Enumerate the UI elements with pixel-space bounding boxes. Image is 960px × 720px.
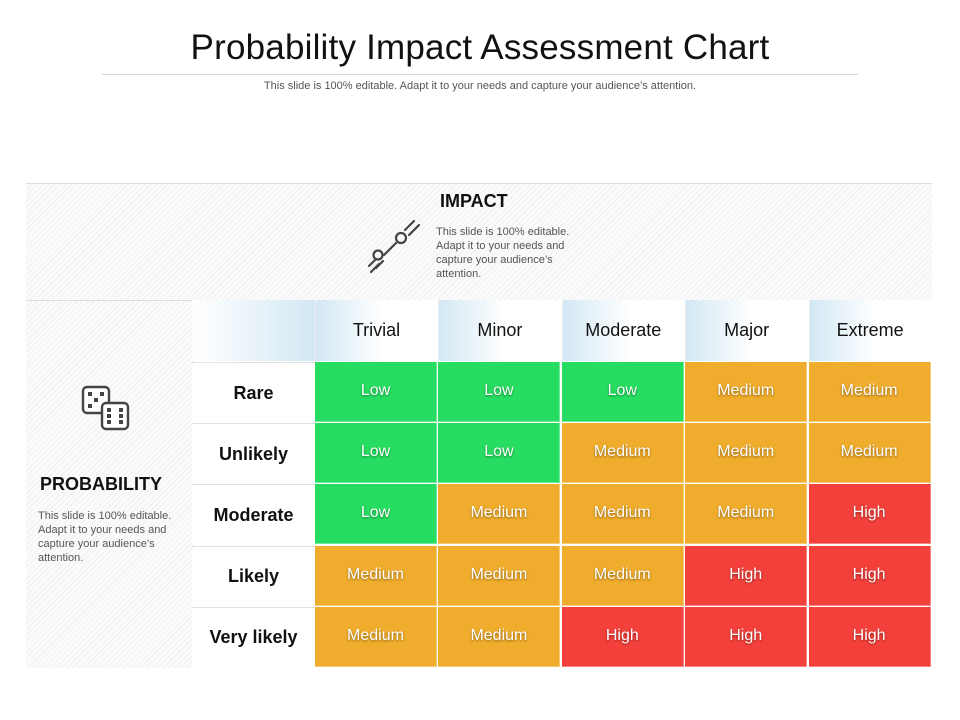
- meteor-icon: [367, 219, 421, 274]
- row-header: Moderate: [192, 484, 315, 546]
- probability-description: This slide is 100% editable. Adapt it to…: [38, 510, 172, 564]
- page-title: Probability Impact Assessment Chart: [190, 28, 770, 67]
- probability-label: PROBABILITY: [40, 474, 163, 494]
- impact-label: IMPACT: [440, 191, 508, 211]
- risk-cell: Medium: [438, 545, 561, 606]
- risk-cell: Medium: [438, 606, 561, 667]
- probability-panel: [26, 300, 193, 668]
- column-header: Major: [685, 300, 808, 361]
- impact-description: This slide is 100% editable. Adapt it to…: [436, 226, 570, 280]
- risk-cell: Low: [315, 423, 437, 484]
- risk-cell: Low: [561, 362, 684, 422]
- risk-cell: High: [808, 606, 931, 667]
- risk-cell: Medium: [685, 362, 808, 422]
- matrix-corner: [192, 300, 315, 361]
- column-header: Moderate: [561, 300, 684, 361]
- risk-cell: Medium: [685, 484, 808, 545]
- row-header: Very likely: [192, 606, 315, 668]
- row-header: Likely: [192, 545, 315, 607]
- column-header: Trivial: [315, 300, 437, 361]
- row-header: Unlikely: [192, 423, 315, 485]
- risk-cell: Low: [315, 362, 437, 422]
- risk-cell: Medium: [438, 484, 561, 545]
- risk-cell: Medium: [808, 423, 931, 484]
- column-header: Minor: [438, 300, 561, 361]
- risk-cell: High: [808, 545, 931, 606]
- risk-cell: Low: [438, 423, 561, 484]
- title-divider: [102, 74, 858, 75]
- risk-cell: Medium: [561, 545, 684, 606]
- column-header: Extreme: [808, 300, 931, 361]
- risk-cell: Medium: [315, 545, 437, 606]
- page-subtitle: This slide is 100% editable. Adapt it to…: [263, 80, 697, 92]
- risk-cell: High: [808, 484, 931, 545]
- risk-cell: High: [685, 606, 808, 667]
- risk-cell: Medium: [561, 484, 684, 545]
- risk-cell: High: [685, 545, 808, 606]
- risk-cell: Low: [438, 362, 561, 422]
- impact-panel: [26, 183, 932, 300]
- risk-cell: Medium: [808, 362, 931, 422]
- risk-cell: Medium: [315, 606, 437, 667]
- risk-cell: Low: [315, 484, 437, 545]
- dice-icon: [81, 385, 130, 431]
- risk-cell: Medium: [561, 423, 684, 484]
- risk-cell: High: [561, 606, 684, 667]
- row-header: Rare: [192, 362, 315, 423]
- risk-cell: Medium: [685, 423, 808, 484]
